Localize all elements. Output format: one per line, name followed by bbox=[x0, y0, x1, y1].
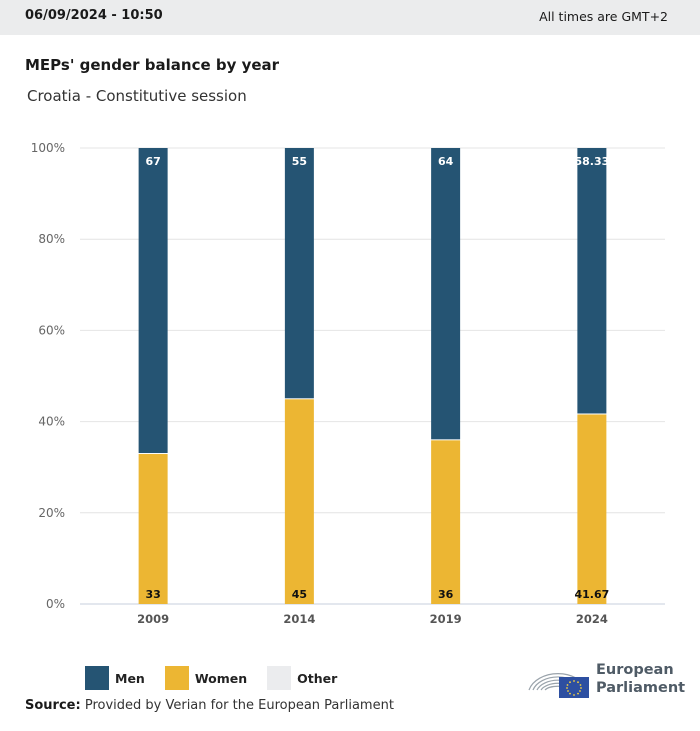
bar-men bbox=[138, 148, 168, 454]
y-tick-label: 80% bbox=[38, 232, 65, 246]
x-tick-label: 2014 bbox=[283, 612, 315, 626]
bar-men bbox=[577, 148, 607, 414]
european-parliament-logo: European Parliament bbox=[525, 660, 685, 700]
y-tick-label: 40% bbox=[38, 415, 65, 429]
legend-item-other[interactable]: Other bbox=[267, 666, 337, 690]
legend: Men Women Other bbox=[85, 666, 357, 690]
x-tick-label: 2024 bbox=[576, 612, 608, 626]
bar-women bbox=[284, 399, 314, 604]
chart-title: MEPs' gender balance by year bbox=[25, 56, 280, 74]
y-tick-label: 100% bbox=[31, 141, 65, 155]
logo-line1: European bbox=[596, 662, 674, 678]
legend-label-other: Other bbox=[297, 670, 338, 686]
legend-label-women: Women bbox=[194, 670, 248, 686]
y-tick-label: 0% bbox=[46, 597, 65, 611]
source-text: Provided by Verian for the European Parl… bbox=[84, 698, 394, 713]
data-label-men: 64 bbox=[438, 155, 454, 168]
legend-swatch-men bbox=[85, 666, 109, 690]
logo-text: European Parliament bbox=[596, 661, 685, 697]
y-tick-label: 60% bbox=[38, 323, 65, 337]
x-tick-label: 2019 bbox=[430, 612, 462, 626]
data-label-women: 41.67 bbox=[574, 588, 609, 601]
source-label: Source: bbox=[25, 698, 81, 713]
bar-women bbox=[138, 454, 168, 604]
y-tick-label: 20% bbox=[38, 506, 65, 520]
hemicycle-icon bbox=[528, 673, 589, 698]
data-label-men: 58.33 bbox=[574, 155, 609, 168]
legend-item-women[interactable]: Women bbox=[164, 666, 248, 690]
bar-men bbox=[284, 148, 314, 399]
logo-line2: Parliament bbox=[596, 680, 686, 696]
data-label-women: 45 bbox=[292, 588, 307, 601]
bar-chart: 0% 20% 40% 60% 80% 100% 67 33 2009 55 45 2014 64 36 20… bbox=[31, 141, 665, 626]
data-label-women: 36 bbox=[438, 588, 454, 601]
legend-label-men: Men bbox=[115, 670, 145, 686]
data-label-women: 33 bbox=[145, 588, 160, 601]
eu-flag-icon bbox=[559, 677, 589, 698]
header-bar: 06/09/2024 - 10:50 All times are GMT+2 bbox=[0, 0, 700, 35]
timezone-note: All times are GMT+2 bbox=[539, 9, 668, 24]
datetime: 06/09/2024 - 10:50 bbox=[25, 8, 163, 23]
legend-swatch-other bbox=[267, 666, 292, 690]
bar-women bbox=[431, 440, 461, 604]
x-tick-label: 2009 bbox=[137, 612, 169, 626]
chart-subtitle: Croatia - Constitutive session bbox=[27, 87, 247, 105]
data-label-men: 55 bbox=[292, 155, 307, 168]
source-note: Source: Provided by Verian for the Europ… bbox=[25, 698, 394, 713]
bar-women bbox=[577, 414, 607, 604]
data-label-men: 67 bbox=[145, 155, 160, 168]
bar-men bbox=[431, 148, 461, 440]
legend-item-men[interactable]: Men bbox=[85, 666, 145, 690]
legend-swatch-women bbox=[164, 666, 189, 690]
